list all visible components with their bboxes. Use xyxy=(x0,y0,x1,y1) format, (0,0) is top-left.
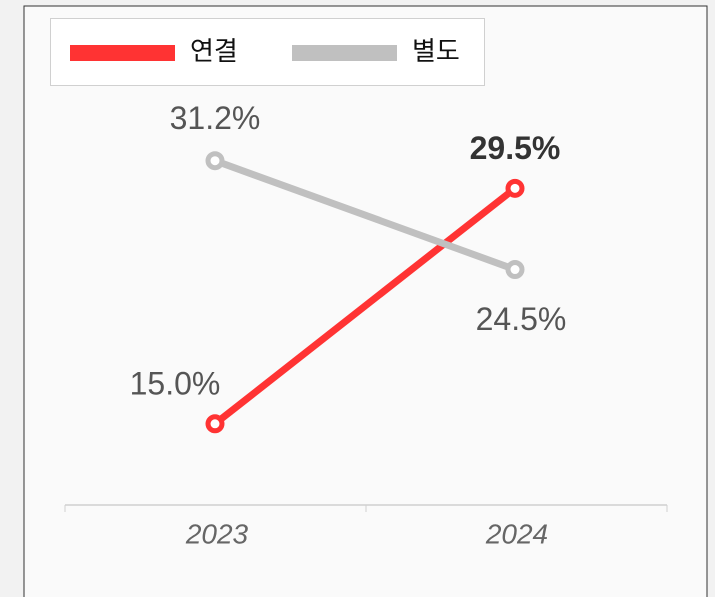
point xyxy=(505,178,525,198)
legend-label: 별도 xyxy=(412,36,460,66)
legend-label: 연결 xyxy=(190,36,238,66)
data-label: 31.2% xyxy=(170,100,261,136)
x-tick-label: 2024 xyxy=(485,518,548,549)
data-label: 24.5% xyxy=(476,301,567,337)
point xyxy=(205,151,225,171)
point xyxy=(505,260,525,280)
series-line xyxy=(212,185,518,427)
series-line xyxy=(213,157,517,273)
x-tick-label: 2023 xyxy=(185,518,249,549)
data-label: 15.0% xyxy=(130,365,221,401)
point xyxy=(205,414,225,434)
data-label: 29.5% xyxy=(470,130,561,166)
